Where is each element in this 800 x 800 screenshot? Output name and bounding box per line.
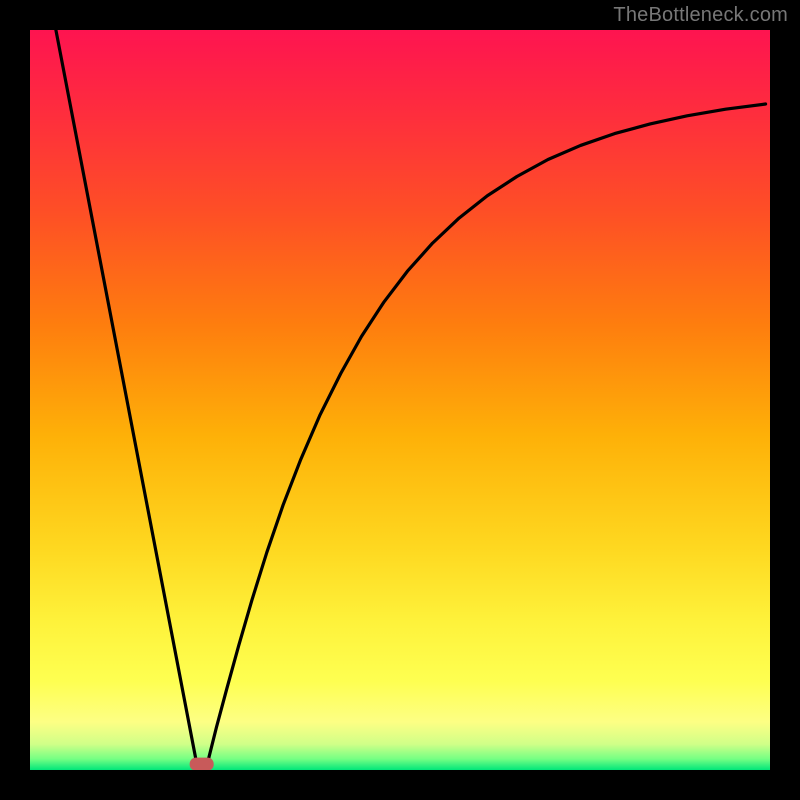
bottleneck-chart	[0, 0, 800, 800]
plot-background	[30, 30, 770, 770]
frame-border	[770, 0, 800, 800]
chart-container: TheBottleneck.com	[0, 0, 800, 800]
frame-border	[0, 0, 30, 800]
frame-border	[0, 770, 800, 800]
watermark-text: TheBottleneck.com	[613, 4, 788, 27]
bottleneck-marker	[190, 758, 214, 771]
